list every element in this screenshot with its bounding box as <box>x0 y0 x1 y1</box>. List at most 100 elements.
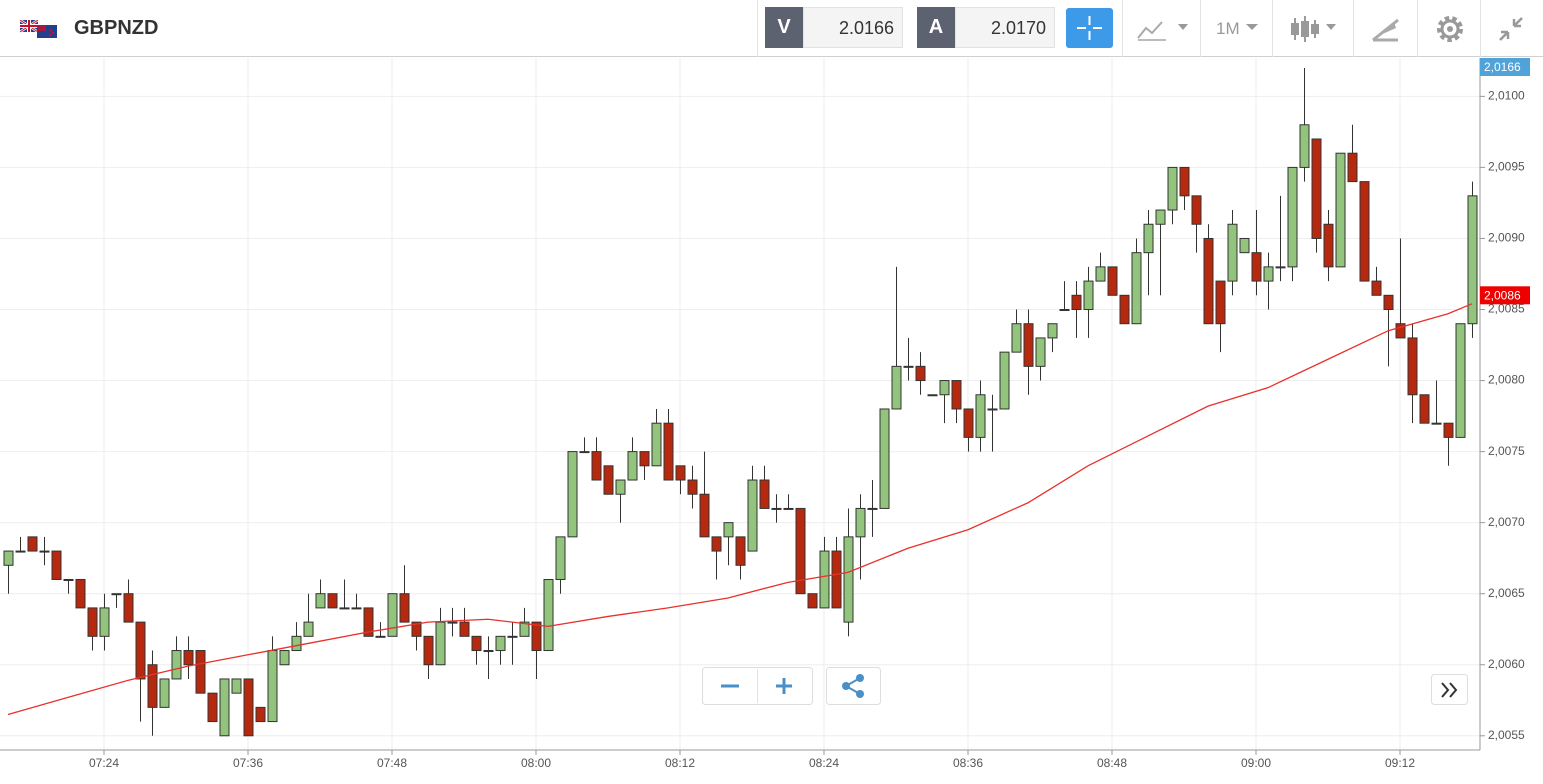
candle-body <box>279 650 290 666</box>
ask-label[interactable]: A <box>917 7 955 48</box>
symbol: GBPNZD <box>74 17 159 39</box>
zoom-controls <box>702 667 881 705</box>
x-tick-label: 08:00 <box>521 756 551 770</box>
candle-body <box>159 678 170 708</box>
candle-body <box>135 621 146 680</box>
y-tick-label: 2,0065 <box>1488 586 1525 600</box>
candle-body <box>519 621 530 637</box>
candle-body <box>471 635 482 652</box>
candle-body <box>879 408 890 509</box>
ask-price[interactable]: 2.0170 <box>955 7 1055 48</box>
candle-body <box>1347 152 1358 183</box>
candle-body <box>1035 337 1046 367</box>
candle-body <box>855 507 866 538</box>
moving-average <box>7 303 1473 716</box>
plot-area <box>0 58 1480 750</box>
candle-body <box>1275 266 1286 269</box>
timeframe-arrow[interactable] <box>1244 20 1260 32</box>
candle-body <box>1263 266 1274 282</box>
candle-body <box>1227 223 1238 282</box>
candle-body <box>387 593 398 637</box>
candle-body <box>1383 294 1394 311</box>
candle-body <box>39 550 50 553</box>
candle-body <box>87 607 98 637</box>
x-tick-label: 07:48 <box>377 756 407 770</box>
candle-body <box>171 650 182 680</box>
candle-body <box>99 607 110 637</box>
candle-body <box>747 479 758 552</box>
candle-body <box>1119 294 1130 325</box>
candle-body <box>699 493 710 538</box>
candle-body <box>231 678 242 694</box>
x-tick-label: 08:12 <box>665 756 695 770</box>
candle-body <box>651 422 662 467</box>
candle-body <box>1107 266 1118 296</box>
flags <box>20 20 57 38</box>
bid-label[interactable]: V <box>765 7 803 48</box>
candle-body <box>315 593 326 609</box>
candle-body <box>1191 195 1202 225</box>
bid-price[interactable]: 2.0166 <box>803 7 903 48</box>
candle-body <box>1359 181 1370 282</box>
candle-body <box>207 692 218 723</box>
collapse-button[interactable] <box>1496 14 1528 44</box>
candle-body <box>843 536 854 623</box>
candle-body <box>1431 422 1442 425</box>
candle-body <box>1311 138 1322 239</box>
candle-body <box>1467 195 1478 325</box>
candle-body <box>795 507 806 595</box>
candle-body <box>891 365 902 410</box>
candle-body <box>1167 166 1178 211</box>
candle-body <box>75 578 86 609</box>
candle-body <box>1143 223 1154 254</box>
crosshair-button[interactable] <box>1066 8 1113 48</box>
y-tick-label: 2,0085 <box>1488 302 1525 316</box>
candle-body <box>1335 152 1346 268</box>
candle-body <box>495 635 506 652</box>
candle-body <box>183 650 194 666</box>
share-button[interactable] <box>826 667 881 705</box>
chart-type-button[interactable] <box>1136 16 1192 42</box>
candle-body <box>255 706 266 723</box>
candle-body <box>639 451 650 467</box>
candle-body <box>1251 252 1262 282</box>
candle-body <box>591 451 602 481</box>
candle-body <box>987 408 998 411</box>
candle-body <box>963 408 974 438</box>
y-tick-label: 2,0070 <box>1488 515 1525 529</box>
draw-tool-button[interactable] <box>1370 14 1402 44</box>
candle-body <box>867 507 878 510</box>
candle-body <box>1287 166 1298 268</box>
candle-body <box>951 380 962 410</box>
candle-body <box>723 522 734 538</box>
candle-type-button[interactable] <box>1288 14 1344 44</box>
candle-body <box>555 536 566 580</box>
x-tick-label: 08:24 <box>809 756 839 770</box>
candle-body <box>195 650 206 694</box>
candle-body <box>663 422 674 481</box>
y-tick-label: 2,0090 <box>1488 231 1525 245</box>
candle-body <box>567 451 578 538</box>
zoom-in[interactable] <box>776 678 792 694</box>
candle-body <box>1095 266 1106 282</box>
candle-body <box>1395 323 1406 339</box>
candle-body <box>807 593 818 609</box>
candle-body <box>1215 280 1226 325</box>
scroll-end-button[interactable] <box>1431 674 1469 706</box>
candle-body <box>603 465 614 495</box>
candle-body <box>711 536 722 552</box>
x-tick-label: 08:48 <box>1097 756 1127 770</box>
candle-body <box>339 607 350 610</box>
candle-body <box>327 593 338 609</box>
settings-button[interactable] <box>1434 13 1466 45</box>
timeframe[interactable]: 1M <box>1216 19 1240 38</box>
candle-body <box>1323 223 1334 268</box>
candle-body <box>1011 323 1022 353</box>
candle-body <box>63 578 74 581</box>
candle-body <box>363 607 374 637</box>
x-tick-label: 07:24 <box>89 756 119 770</box>
candle-body <box>147 664 158 708</box>
y-tick-label: 2,0060 <box>1488 657 1525 671</box>
candle-body <box>243 678 254 737</box>
